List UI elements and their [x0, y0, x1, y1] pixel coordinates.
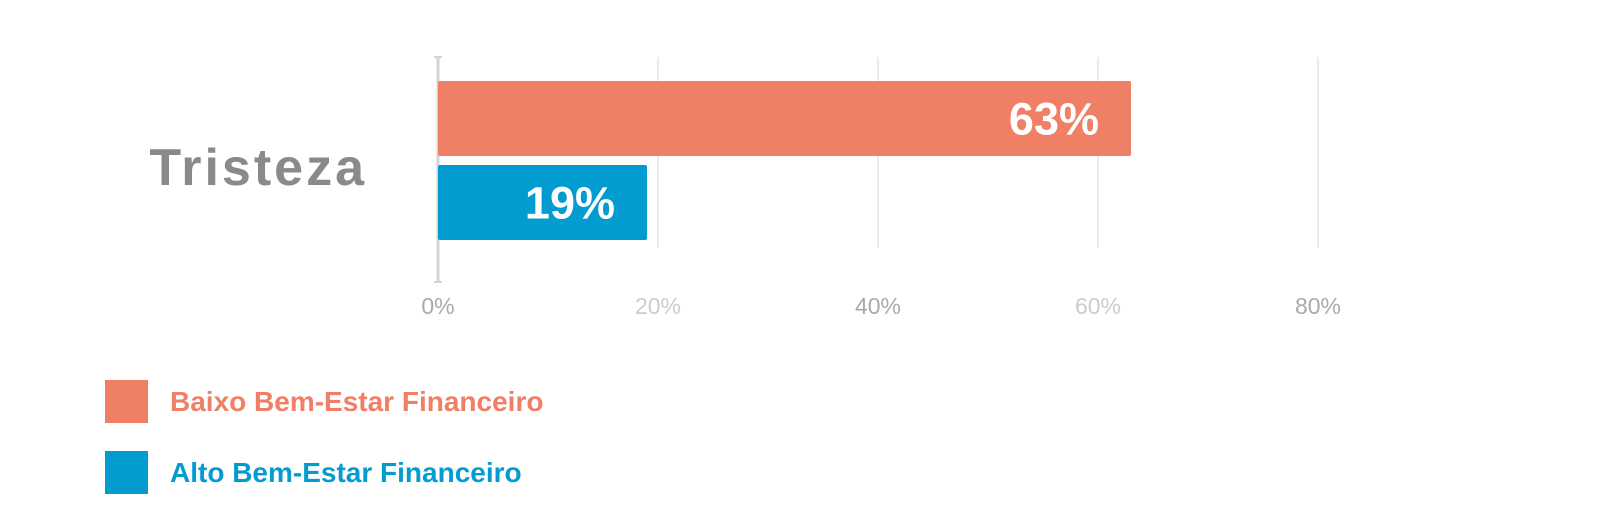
legend-label-baixo: Baixo Bem-Estar Financeiro: [170, 386, 544, 417]
x-tick-label-60: 60%: [1075, 293, 1121, 319]
x-tick-label-20: 20%: [635, 293, 681, 319]
x-tick-labels: 0% 20% 40% 60% 80%: [421, 293, 1341, 319]
data-label-baixo: 63%: [1009, 94, 1099, 145]
data-label-alto: 19%: [525, 178, 615, 229]
x-tick-label-80: 80%: [1295, 293, 1341, 319]
legend-label-alto: Alto Bem-Estar Financeiro: [170, 457, 522, 488]
legend-swatch-baixo: [105, 380, 148, 423]
category-label-0: Tristeza: [149, 139, 367, 197]
bar-alto: [438, 165, 647, 240]
data-labels: 63% 19%: [525, 94, 1099, 229]
bar-baixo: [438, 81, 1131, 156]
x-tick-label-40: 40%: [855, 293, 901, 319]
bars: [438, 81, 1131, 240]
x-tick-label-0: 0%: [421, 293, 454, 319]
category-labels: Tristeza: [149, 139, 367, 197]
legend-swatch-alto: [105, 451, 148, 494]
